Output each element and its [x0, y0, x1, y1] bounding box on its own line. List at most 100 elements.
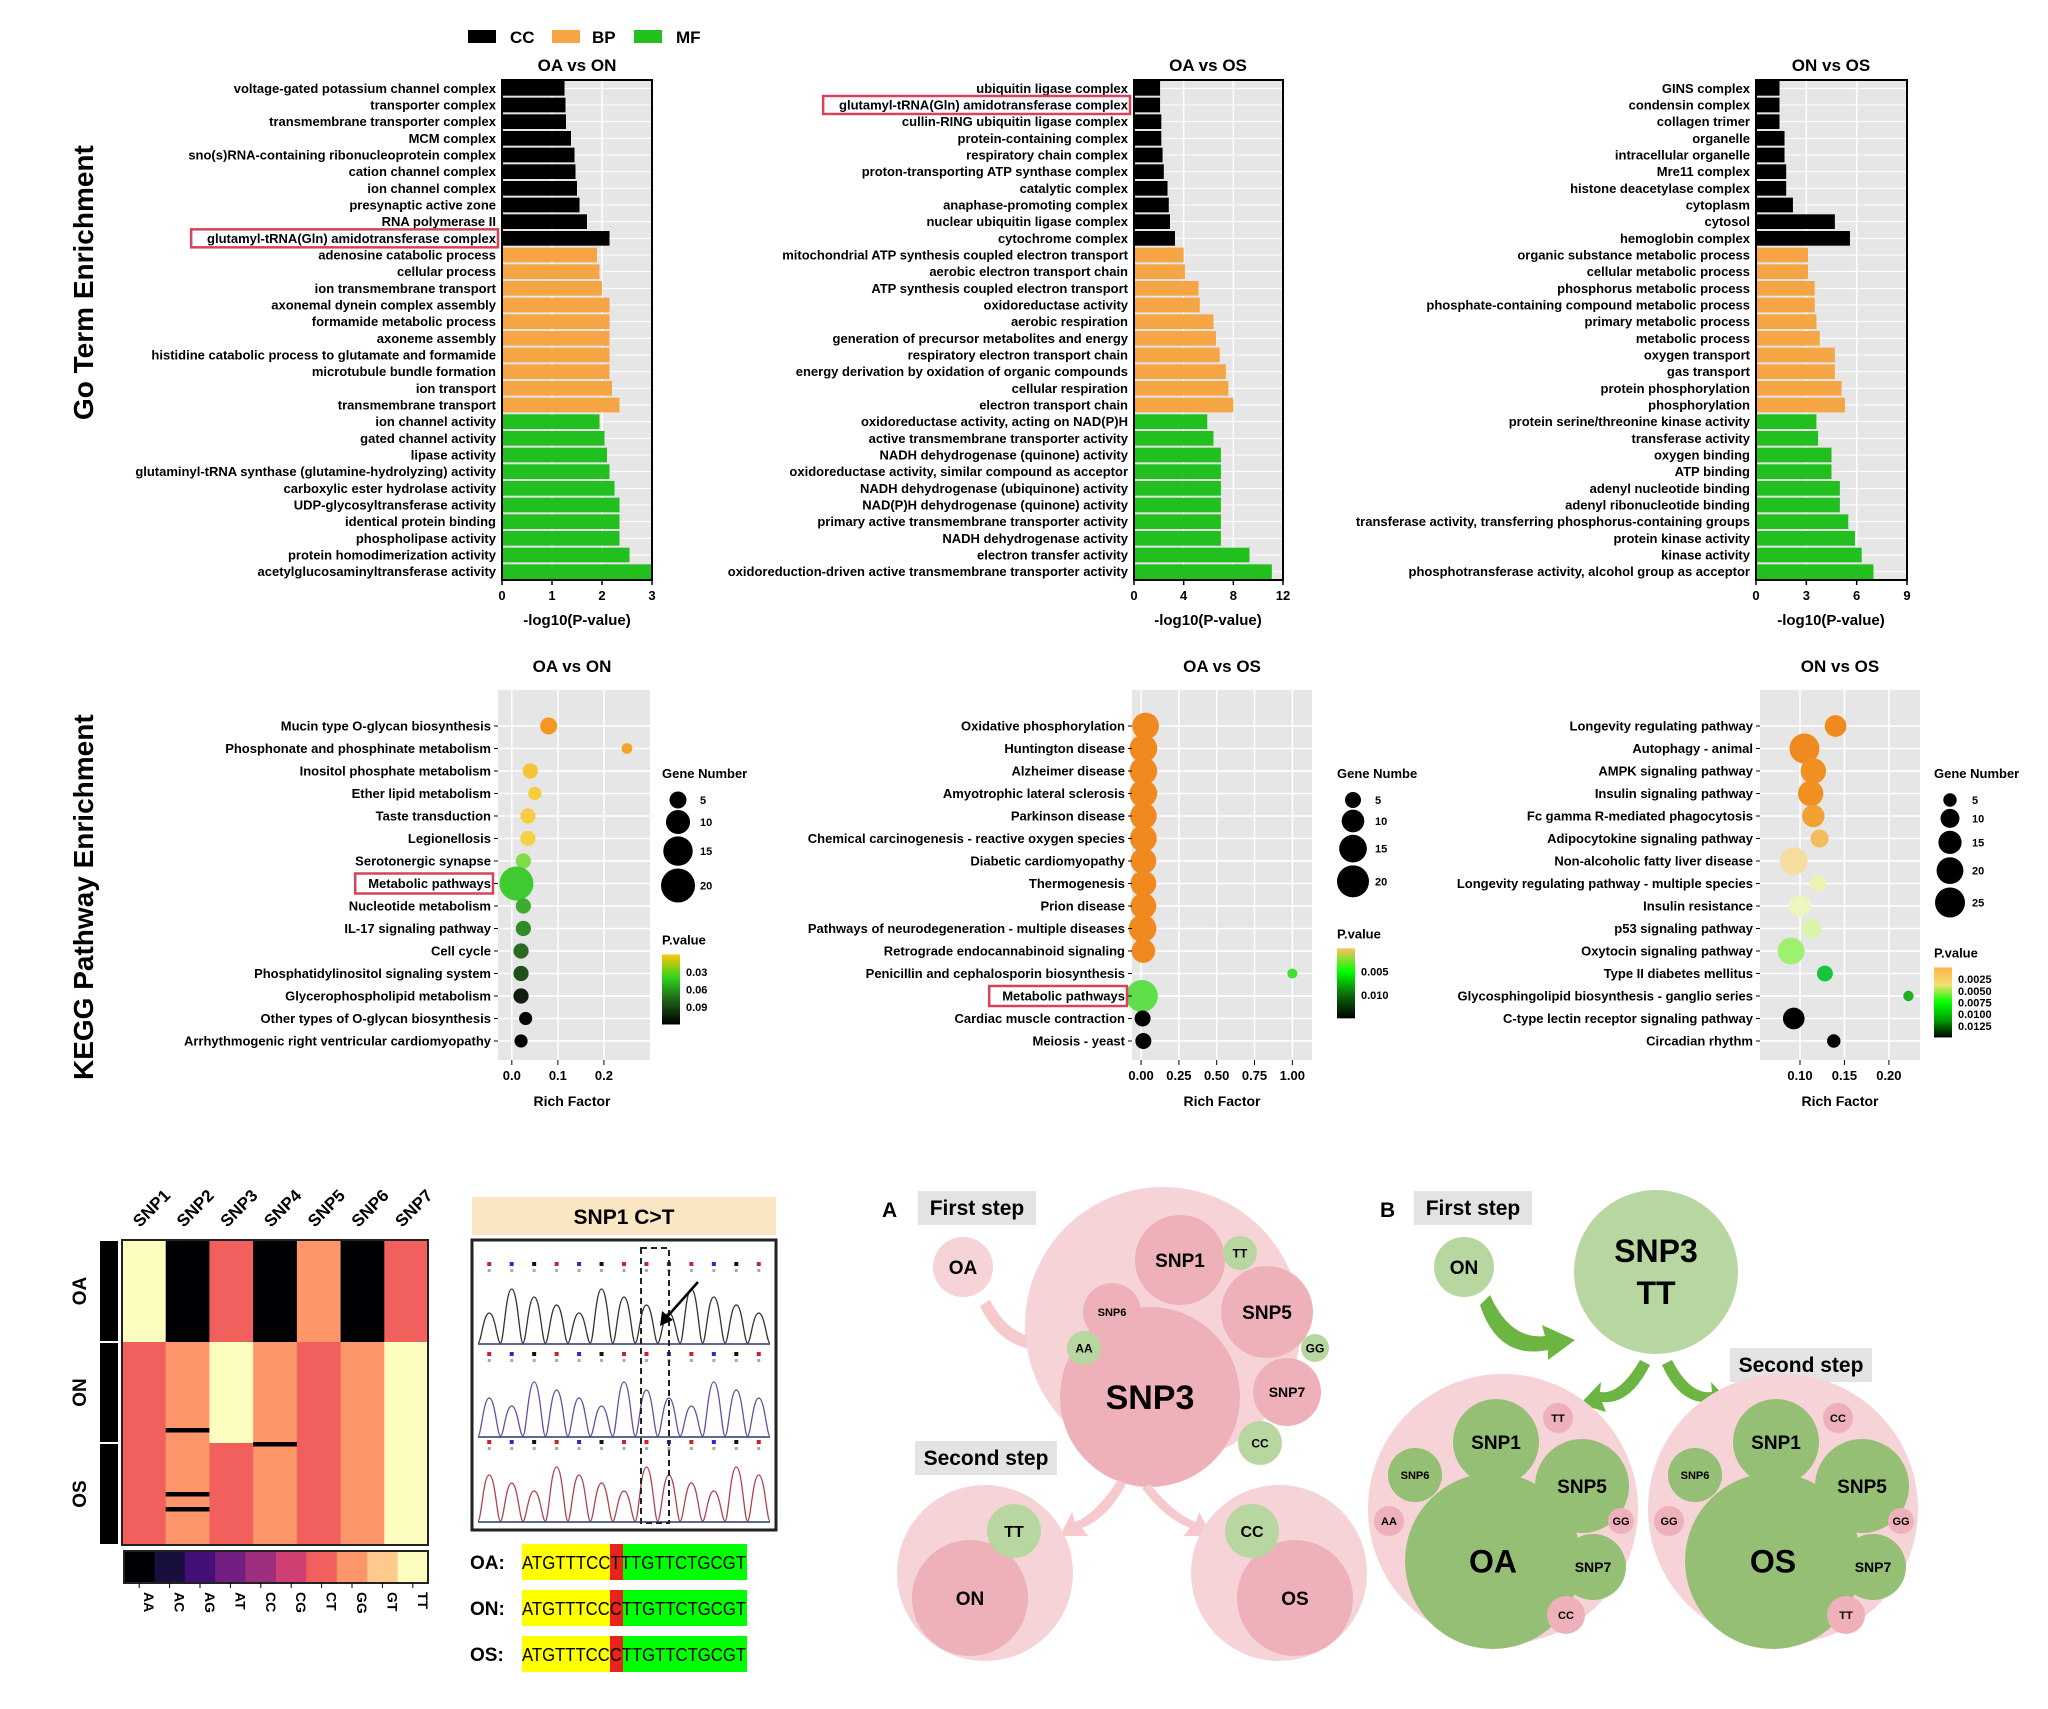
- scale-label: AG: [202, 1592, 218, 1613]
- highlight-box: [189, 228, 500, 249]
- bar: [1756, 231, 1850, 246]
- base-call-marker: [487, 1359, 491, 1362]
- bar: [502, 247, 597, 263]
- bar-label: phosphorus metabolic process: [1557, 281, 1750, 296]
- base-call-marker: [510, 1269, 514, 1272]
- base-call-marker: [756, 1352, 761, 1356]
- bar: [502, 181, 577, 196]
- snp-node-label: SNP6: [1401, 1470, 1430, 1482]
- bar-label: gas transport: [1667, 364, 1751, 379]
- bar: [502, 364, 610, 379]
- bar-label: adenyl nucleotide binding: [1590, 481, 1750, 496]
- bar-label: generation of precursor metabolites and …: [833, 331, 1129, 346]
- base-call-marker: [622, 1269, 626, 1272]
- y-tick-label: Other types of O-glycan biosynthesis: [261, 1011, 491, 1026]
- sequence-text: ATGTTTCCTTTGTTCTGCGT: [522, 1553, 746, 1573]
- base-call-marker: [532, 1352, 537, 1356]
- heatmap-cell: [253, 1240, 298, 1343]
- scale-label: AA: [141, 1592, 157, 1612]
- bar-label: phospholipase activity: [356, 531, 497, 546]
- bar: [1134, 414, 1208, 429]
- heatmap-cell: [340, 1240, 385, 1343]
- data-point: [1903, 990, 1914, 1002]
- base-call-marker: [599, 1352, 604, 1356]
- bar-label: cullin-RING ubiquitin ligase complex: [902, 114, 1129, 129]
- bar-label: MCM complex: [409, 131, 497, 146]
- plot-frame: [501, 79, 653, 581]
- bar: [502, 397, 620, 413]
- bar: [1134, 381, 1229, 396]
- bar: [1756, 214, 1835, 229]
- genotype-node: [1374, 1506, 1404, 1536]
- bar-label: glutamyl-tRNA(Gln) amidotransferase comp…: [839, 98, 1129, 113]
- bar: [1134, 347, 1220, 363]
- genotype-node: [1547, 1596, 1585, 1634]
- bar: [502, 314, 610, 329]
- bar: [1134, 197, 1169, 213]
- bar-label: cytochrome complex: [998, 231, 1129, 246]
- snp-node: [1815, 1439, 1909, 1533]
- data-point: [513, 943, 529, 959]
- bar: [1756, 431, 1819, 446]
- legend-label-cc: CC: [510, 28, 535, 47]
- snp-node: [1733, 1399, 1819, 1485]
- bar-label: ATP synthesis coupled electron transport: [871, 281, 1128, 296]
- bar: [1134, 214, 1171, 229]
- bar-label: anaphase-promoting complex: [943, 198, 1129, 213]
- highlight-box: [987, 984, 1129, 1008]
- bar-label: protein homodimerization activity: [288, 548, 497, 563]
- base-call-marker: [644, 1262, 649, 1266]
- bar: [502, 147, 575, 163]
- base-call-marker: [689, 1359, 693, 1362]
- bar: [1756, 314, 1817, 329]
- sequence-snp-bg: [610, 1544, 623, 1580]
- genotype-node: [987, 1504, 1041, 1558]
- bar: [1134, 547, 1250, 563]
- genotype-node-label: CC: [1558, 1610, 1574, 1622]
- base-call-marker: [532, 1440, 537, 1444]
- snp-node: [1535, 1439, 1629, 1533]
- base-call-marker: [554, 1262, 559, 1266]
- bar-label: oxygen binding: [1654, 448, 1750, 463]
- x-tick-label: 1.00: [1280, 1068, 1305, 1083]
- size-legend-label: 20: [700, 880, 712, 892]
- y-tick-label: Alzheimer disease: [1012, 764, 1125, 779]
- bar-label: nuclear ubiquitin ligase complex: [926, 214, 1128, 229]
- snp-node-label: SNP1: [1471, 1433, 1521, 1454]
- size-legend-title: Gene Numbe: [1337, 766, 1417, 781]
- size-legend-dot: [661, 868, 695, 903]
- data-point: [1824, 715, 1847, 737]
- data-point: [621, 743, 633, 754]
- go-section-title: Go Term Enrichment: [68, 145, 99, 420]
- bar-label: oxidoreductase activity: [984, 298, 1129, 313]
- x-axis-label: Rich Factor: [1801, 1093, 1879, 1109]
- y-tick-label: Oxidative phosphorylation: [961, 719, 1125, 734]
- chromatogram-frame: [470, 1238, 778, 1532]
- heatmap-cell: [209, 1342, 254, 1444]
- bar-label: NADH dehydrogenase (quinone) activity: [880, 448, 1129, 463]
- snp-node: [1388, 1448, 1442, 1502]
- bar: [502, 97, 566, 113]
- bar-label: cellular process: [397, 264, 496, 279]
- bar: [502, 81, 565, 96]
- bar: [1756, 497, 1840, 513]
- bar: [1134, 464, 1221, 479]
- step-label-bg: [1414, 1191, 1532, 1225]
- colorbar: [1337, 948, 1355, 1019]
- heatmap-cell: [165, 1342, 210, 1444]
- bar: [1756, 547, 1862, 563]
- bar: [1134, 397, 1234, 413]
- plot-background: [1134, 80, 1283, 580]
- plot-frame: [1133, 79, 1284, 581]
- y-tick-label: Retrograde endocannabinoid signaling: [884, 944, 1125, 959]
- sequence-snp-base: T: [610, 1553, 620, 1573]
- heatmap-cell: [122, 1342, 167, 1444]
- bar-label: axoneme assembly: [377, 331, 497, 346]
- data-point: [514, 1034, 528, 1048]
- size-legend-dot: [1940, 808, 1960, 828]
- genotype-node: [1067, 1331, 1101, 1365]
- bar-label: Mre11 complex: [1657, 164, 1751, 179]
- x-tick-label: 0: [1752, 588, 1759, 603]
- scale-label: GG: [354, 1592, 370, 1614]
- sequence-suffix: TTGTTCTGCGT: [621, 1553, 746, 1573]
